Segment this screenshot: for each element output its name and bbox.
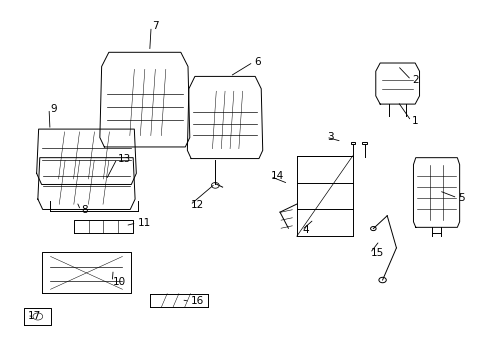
Text: 5: 5: [458, 193, 464, 203]
Text: 9: 9: [50, 104, 57, 113]
Text: 3: 3: [326, 132, 333, 142]
Text: 4: 4: [302, 225, 309, 235]
Text: 6: 6: [254, 57, 260, 67]
Text: 10: 10: [113, 277, 126, 287]
Text: 2: 2: [411, 75, 418, 85]
Text: 7: 7: [152, 21, 159, 31]
Bar: [350, 142, 355, 144]
Text: 16: 16: [191, 296, 204, 306]
Text: 17: 17: [28, 311, 41, 321]
Text: 14: 14: [271, 171, 284, 181]
Text: 13: 13: [118, 154, 131, 163]
Text: 1: 1: [411, 116, 418, 126]
Bar: [362, 142, 366, 144]
Text: 15: 15: [370, 248, 384, 258]
Text: 11: 11: [137, 218, 150, 228]
Text: 12: 12: [191, 200, 204, 210]
Text: 8: 8: [81, 205, 88, 215]
